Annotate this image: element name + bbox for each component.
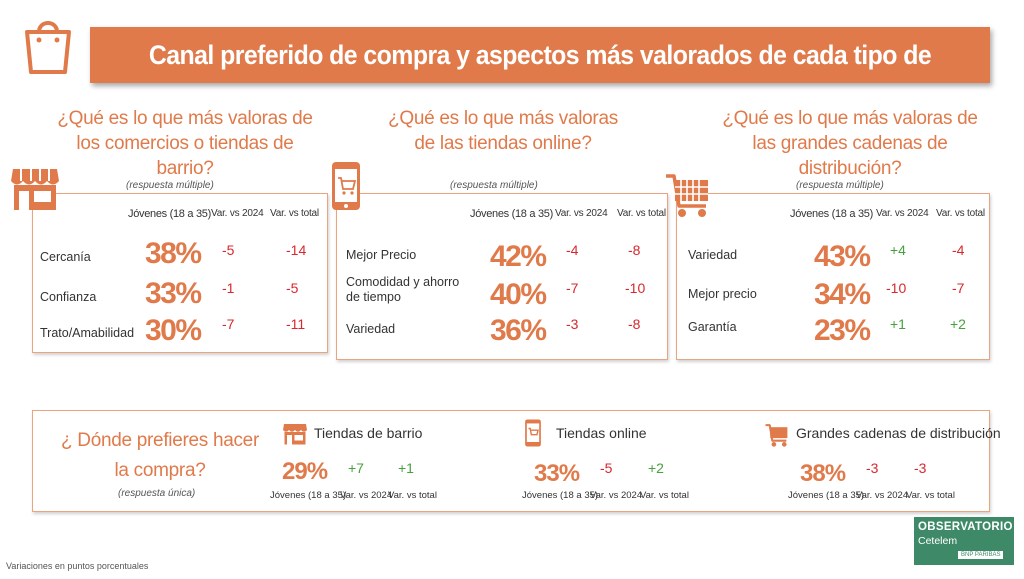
panel-2-row-2-label: Comodidad y ahorro de tiempo bbox=[346, 275, 460, 304]
panel-1 bbox=[32, 193, 328, 353]
panel-3-row-1-pct: 43% bbox=[814, 240, 871, 273]
bottom-panel bbox=[32, 410, 990, 512]
channel-3-vartotal: -3 bbox=[914, 460, 927, 476]
panel-3 bbox=[676, 193, 990, 360]
panel-2-header-vartotal: Var. vs total bbox=[617, 208, 666, 219]
panel-1-row-2-var2024: -1 bbox=[222, 280, 235, 296]
channel-2-name: Tiendas online bbox=[556, 425, 647, 441]
bottom-note: (respuesta única) bbox=[118, 488, 196, 499]
panel-1-row-2-pct: 33% bbox=[145, 277, 202, 310]
channel-1-name: Tiendas de barrio bbox=[314, 425, 423, 441]
panel-3-note: (respuesta múltiple) bbox=[796, 180, 884, 191]
panel-1-header-jovenes: Jóvenes (18 a 35) bbox=[128, 208, 211, 220]
channel-3-jovenes-label: Jóvenes (18 a 35) bbox=[788, 490, 865, 501]
channel-2-var2024: -5 bbox=[600, 460, 613, 476]
panel-3-row-3-pct: 23% bbox=[814, 314, 871, 347]
panel-3-row-2-pct: 34% bbox=[814, 278, 871, 311]
channel-3-name: Grandes cadenas de distribución bbox=[796, 425, 1001, 441]
logo-line-2: Cetelem bbox=[918, 535, 958, 547]
bottom-question: ¿ Dónde prefieres hacer la compra? bbox=[61, 430, 259, 481]
storefront-icon bbox=[282, 422, 308, 446]
panel-3-header-var2024: Var. vs 2024 bbox=[876, 208, 929, 219]
channel-1-var2024-label: Var. vs 2024 bbox=[340, 490, 393, 501]
channel-3-var2024: -3 bbox=[866, 460, 879, 476]
observatorio-logo: OBSERVATORIO Cetelem BNP PARIBAS bbox=[914, 517, 1014, 565]
panel-3-row-3-var2024: +1 bbox=[890, 316, 906, 332]
panel-1-question: ¿Qué es lo que más valoras de los comerc… bbox=[57, 108, 313, 179]
panel-3-header-vartotal: Var. vs total bbox=[936, 208, 985, 219]
panel-2-header-jovenes: Jóvenes (18 a 35) bbox=[470, 208, 553, 220]
panel-3-row-1-label: Variedad bbox=[688, 248, 738, 262]
panel-2-row-1-var2024: -4 bbox=[566, 242, 579, 258]
panel-2-row-3-var2024: -3 bbox=[566, 316, 579, 332]
panel-3-row-2-vartotal: -7 bbox=[952, 280, 965, 296]
shopping-bag-icon bbox=[22, 14, 74, 76]
panel-3-row-2-var2024: -10 bbox=[886, 280, 907, 296]
panel-2-row-2-vartotal: -10 bbox=[625, 280, 646, 296]
panel-2-row-2-pct: 40% bbox=[490, 278, 547, 311]
panel-3-header-jovenes: Jóvenes (18 a 35) bbox=[790, 208, 873, 220]
panel-1-row-1-pct: 38% bbox=[145, 237, 202, 270]
channel-2-var2024-label: Var. vs 2024 bbox=[590, 490, 643, 501]
channel-1-jovenes-label: Jóvenes (18 a 35) bbox=[270, 490, 347, 501]
panel-1-note: (respuesta múltiple) bbox=[126, 180, 214, 191]
channel-1-pct: 29% bbox=[282, 458, 328, 485]
footnote: Variaciones en puntos porcentuales bbox=[6, 561, 149, 571]
panel-2-header-var2024: Var. vs 2024 bbox=[555, 208, 608, 219]
channel-2-vartotal-label: Var. vs total bbox=[640, 490, 689, 501]
channel-1-vartotal: +1 bbox=[398, 460, 414, 476]
panel-2-question: ¿Qué es lo que más valoras de las tienda… bbox=[388, 108, 618, 154]
channel-2-jovenes-label: Jóvenes (18 a 35) bbox=[522, 490, 599, 501]
channel-3-vartotal-label: Var. vs total bbox=[906, 490, 955, 501]
channel-3-pct: 38% bbox=[800, 460, 846, 487]
panel-3-question: ¿Qué es lo que más valoras de las grande… bbox=[722, 108, 978, 179]
panel-2-row-3-vartotal: -8 bbox=[628, 316, 641, 332]
smartphone-cart-icon bbox=[330, 160, 362, 212]
panel-2-row-1-label: Mejor Precio bbox=[346, 248, 417, 262]
channel-3-var2024-label: Var. vs 2024 bbox=[856, 490, 909, 501]
channel-1-vartotal-label: Var. vs total bbox=[388, 490, 437, 501]
panel-3-row-3-vartotal: +2 bbox=[950, 316, 966, 332]
panel-2-row-3-label: Variedad bbox=[346, 322, 396, 336]
panel-1-row-2-label: Confianza bbox=[40, 290, 97, 304]
shopping-cart-icon bbox=[764, 422, 790, 448]
panel-1-header-vartotal: Var. vs total bbox=[270, 208, 319, 219]
logo-line-1: OBSERVATORIO bbox=[918, 521, 1013, 533]
channel-1-var2024: +7 bbox=[348, 460, 364, 476]
panel-1-row-2-vartotal: -5 bbox=[286, 280, 299, 296]
title-banner: Canal preferido de compra y aspectos más… bbox=[90, 27, 990, 126]
storefront-icon bbox=[10, 165, 60, 213]
panel-3-row-3-label: Garantía bbox=[688, 320, 737, 334]
panel-2-row-1-pct: 42% bbox=[490, 240, 547, 273]
logo-line-3: BNP PARIBAS bbox=[958, 551, 1004, 559]
shopping-cart-icon bbox=[664, 170, 712, 220]
panel-1-row-3-label: Trato/Amabilidad bbox=[40, 326, 135, 340]
panel-2-row-2-var2024: -7 bbox=[566, 280, 579, 296]
panel-3-row-2-label: Mejor precio bbox=[688, 287, 757, 301]
panel-2-row-3-pct: 36% bbox=[490, 314, 547, 347]
panel-3-row-1-var2024: +4 bbox=[890, 242, 906, 258]
panel-1-row-3-var2024: -7 bbox=[222, 316, 235, 332]
panel-1-row-1-vartotal: -14 bbox=[286, 242, 307, 258]
smartphone-cart-icon bbox=[524, 418, 542, 448]
panel-1-header-var2024: Var. vs 2024 bbox=[211, 208, 264, 219]
panel-2-row-1-vartotal: -8 bbox=[628, 242, 641, 258]
panel-1-row-1-var2024: -5 bbox=[222, 242, 235, 258]
panel-2 bbox=[336, 193, 668, 360]
panel-1-row-3-vartotal: -11 bbox=[286, 316, 306, 332]
panel-1-row-1-label: Cercanía bbox=[40, 250, 91, 264]
channel-2-vartotal: +2 bbox=[648, 460, 664, 476]
panel-2-note: (respuesta múltiple) bbox=[450, 180, 538, 191]
page-title: Canal preferido de compra y aspectos más… bbox=[148, 40, 932, 126]
panel-3-row-1-vartotal: -4 bbox=[952, 242, 965, 258]
panel-1-row-3-pct: 30% bbox=[145, 314, 202, 347]
channel-2-pct: 33% bbox=[534, 460, 580, 487]
